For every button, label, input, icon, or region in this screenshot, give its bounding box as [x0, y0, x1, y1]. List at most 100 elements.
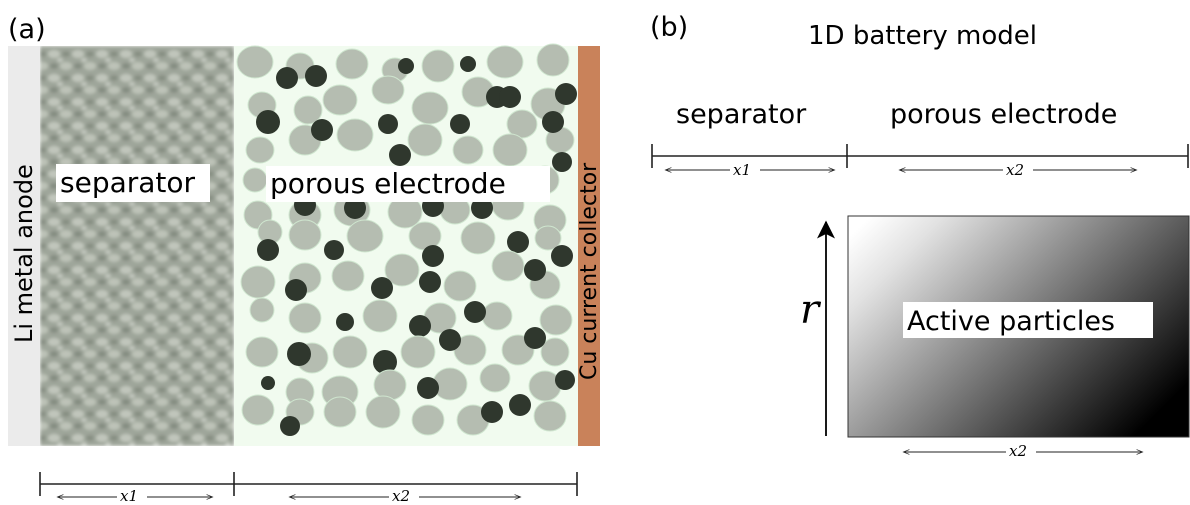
- panel-b-separator-label: separator: [676, 99, 807, 130]
- active-particle: [407, 123, 443, 157]
- conductive-particle: [439, 329, 461, 351]
- conductive-particle: [524, 259, 546, 281]
- conductive-particle: [499, 86, 521, 108]
- active-particle: [371, 75, 405, 105]
- active-particle: [242, 167, 268, 193]
- conductive-particle: [261, 376, 275, 390]
- li-metal-anode: [8, 46, 40, 446]
- conductive-particle: [305, 65, 327, 87]
- conductive-particle: [555, 370, 575, 390]
- active-particle: [421, 49, 455, 83]
- conductive-particle: [256, 110, 280, 134]
- conductive-particle: [417, 377, 439, 399]
- separator-label: separator: [60, 166, 196, 199]
- electrode-label-box: [266, 166, 550, 202]
- active-particle: [293, 95, 323, 125]
- collector-label: Cu current collector: [577, 162, 602, 380]
- conductive-particle: [373, 350, 397, 374]
- active-particle: [540, 337, 570, 367]
- active-particle: [443, 270, 477, 302]
- active-particle: [322, 84, 358, 116]
- active-particle: [400, 335, 436, 369]
- active-particles-label: Active particles: [907, 306, 1115, 337]
- active-particle: [288, 219, 322, 251]
- active-particle: [486, 45, 524, 79]
- conductive-particle: [524, 327, 546, 349]
- panel-a-x2-label: x2: [392, 487, 410, 505]
- active-particle: [336, 118, 374, 152]
- conductive-particle: [371, 277, 393, 299]
- conductive-particle: [287, 342, 311, 366]
- conductive-particle: [276, 67, 298, 89]
- active-particle: [460, 221, 496, 255]
- anode-label: Li metal anode: [10, 164, 38, 343]
- conductive-particle: [460, 56, 476, 72]
- conductive-particle: [389, 144, 411, 166]
- separator-region: [40, 46, 234, 446]
- active-particle: [534, 225, 562, 251]
- conductive-particle: [464, 301, 486, 323]
- conductive-particle: [257, 239, 279, 261]
- active-particle: [452, 135, 484, 165]
- panel-b-bottom-x2-label: x2: [1009, 442, 1027, 460]
- active-particle: [241, 394, 275, 426]
- electrode-label: porous electrode: [270, 167, 506, 200]
- active-particle: [492, 133, 528, 167]
- conductive-particle: [509, 394, 531, 416]
- active-particle: [373, 369, 407, 401]
- panel-b-title: 1D battery model: [808, 21, 1037, 51]
- conductive-particle: [422, 245, 444, 267]
- panel-b-x2-label: x2: [1006, 161, 1024, 179]
- active-particle: [245, 336, 279, 368]
- conductive-particle: [398, 58, 414, 74]
- conductive-particle: [378, 114, 398, 134]
- conductive-particle: [551, 245, 573, 267]
- active-particle: [240, 265, 276, 299]
- active-particle: [479, 363, 511, 393]
- panel-b-label: (b): [650, 12, 688, 43]
- active-particle: [288, 302, 322, 334]
- active-particle: [332, 335, 368, 369]
- active-particle: [491, 250, 525, 282]
- conductive-particle: [481, 401, 503, 423]
- conductive-particle: [324, 240, 344, 260]
- active-particle: [346, 219, 384, 253]
- conductive-particle: [507, 231, 529, 253]
- active-particle: [245, 136, 275, 164]
- conductive-particle: [285, 279, 307, 301]
- active-particle: [236, 45, 274, 79]
- conductive-particle: [419, 271, 441, 293]
- active-particle: [365, 395, 401, 429]
- panel-b-electrode-label: porous electrode: [890, 99, 1117, 130]
- active-particle: [362, 299, 398, 333]
- active-particle: [411, 404, 445, 436]
- conductive-particle: [552, 152, 572, 172]
- active-particle: [249, 297, 275, 323]
- conductive-particle: [344, 197, 366, 219]
- panel-a-label: (a): [8, 14, 46, 45]
- separator-label-box: [56, 164, 210, 202]
- active-particle: [384, 253, 420, 287]
- active-particles-label-box: [903, 302, 1153, 338]
- r-axis-label: r: [800, 287, 822, 333]
- conductive-particle: [471, 197, 493, 219]
- conductive-particle: [450, 114, 470, 134]
- conductive-particle: [311, 119, 333, 141]
- active-particle: [481, 301, 513, 331]
- active-particle: [411, 91, 449, 125]
- cu-current-collector: [578, 46, 600, 446]
- panel-b-x1-label: x1: [733, 161, 751, 179]
- active-particle: [533, 400, 567, 432]
- conductive-particle: [336, 313, 354, 331]
- active-particle: [539, 304, 573, 336]
- active-particle: [536, 43, 570, 77]
- conductive-particle: [280, 416, 300, 436]
- active-particle: [335, 48, 369, 80]
- panel-a-x1-label: x1: [120, 487, 138, 505]
- conductive-particle: [409, 315, 431, 337]
- conductive-particle: [555, 83, 577, 105]
- active-particle: [331, 260, 365, 292]
- conductive-particle: [542, 111, 564, 133]
- active-particle: [323, 396, 357, 428]
